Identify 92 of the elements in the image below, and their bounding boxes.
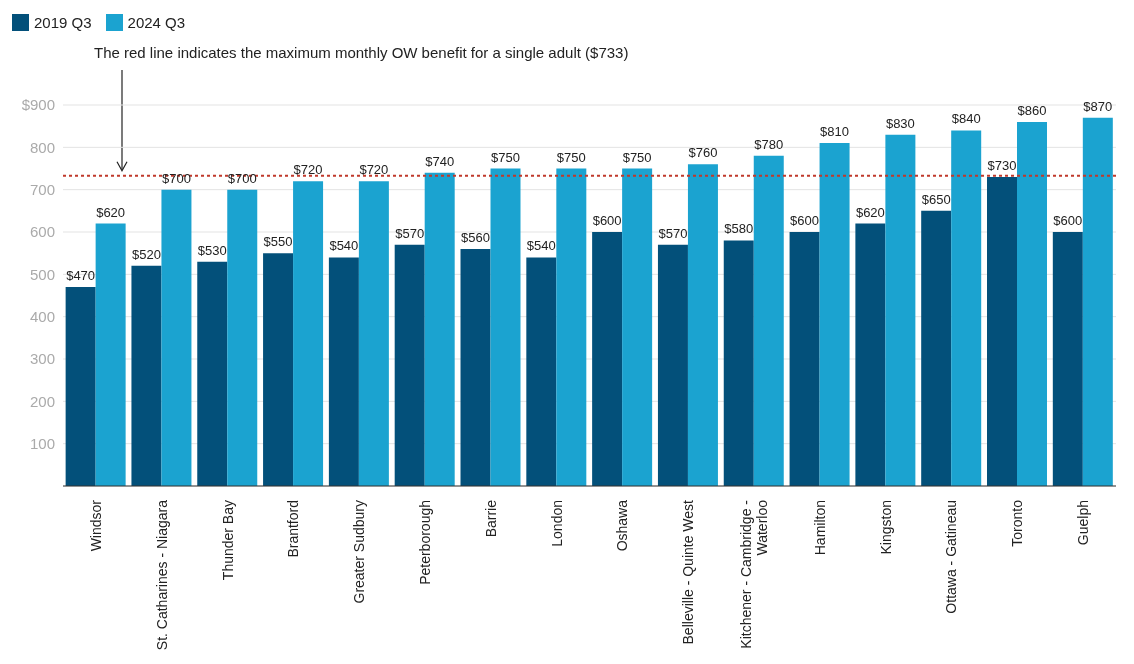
bar xyxy=(424,172,455,486)
y-tick-label: 700 xyxy=(29,180,55,198)
data-label: $580 xyxy=(724,221,754,237)
x-tick-label: Toronto xyxy=(1009,499,1026,547)
bar xyxy=(65,287,96,486)
bar xyxy=(526,257,557,486)
bar xyxy=(131,265,162,486)
data-label: $600 xyxy=(790,213,820,228)
text: The red line indicates the maximum monthly OW benefit for a single adult ($733) xyxy=(94,44,629,61)
data-label: $760 xyxy=(688,145,718,161)
y-tick-label: 100 xyxy=(29,434,55,452)
bar xyxy=(622,168,653,486)
data-label: $620 xyxy=(855,204,885,220)
bar xyxy=(490,168,521,486)
y-tick-label: 800 xyxy=(29,138,55,156)
bar xyxy=(987,176,1018,486)
bar xyxy=(1082,117,1113,486)
data-label: $550 xyxy=(263,234,293,250)
y-tick-label: 300 xyxy=(29,350,55,368)
data-label: $530 xyxy=(197,242,227,258)
bar xyxy=(753,155,784,486)
x-tick-label: Kitchener - Cambridge - Waterloo xyxy=(738,499,771,649)
data-label: $720 xyxy=(293,162,323,178)
bar xyxy=(328,257,359,486)
x-tick-label: Brantford xyxy=(285,500,302,558)
data-label: $540 xyxy=(526,238,556,254)
data-label: $600 xyxy=(592,213,622,228)
data-label: $540 xyxy=(329,238,359,254)
x-tick-label: Belleville - Quinte West xyxy=(680,499,697,645)
legend-label: 2019 Q3 xyxy=(34,14,92,31)
data-label: $570 xyxy=(395,225,425,241)
data-label: $860 xyxy=(1017,102,1047,118)
data-label: $700 xyxy=(161,170,191,186)
x-tick-label: Ottawa - Gatineau xyxy=(943,500,960,614)
data-label: $780 xyxy=(754,136,784,152)
data-label: $730 xyxy=(987,157,1017,173)
y-tick-label: 600 xyxy=(29,223,55,241)
bar xyxy=(951,130,982,486)
data-label: $750 xyxy=(491,149,520,165)
bar xyxy=(95,223,126,486)
x-tick-label: Oshawa xyxy=(614,499,631,552)
x-tick-label: Kingston xyxy=(877,500,894,555)
bar xyxy=(723,240,754,486)
bar xyxy=(1017,121,1048,486)
x-tick-label: Windsor xyxy=(87,499,104,552)
data-label: $620 xyxy=(96,204,126,220)
bar xyxy=(592,232,623,486)
x-tick-label: Hamilton xyxy=(811,500,828,556)
bar xyxy=(197,261,228,486)
data-label: $720 xyxy=(359,162,389,178)
data-label: $840 xyxy=(951,111,981,127)
data-label: $520 xyxy=(131,246,161,262)
data-label: $600 xyxy=(1053,213,1083,228)
bar xyxy=(358,181,389,486)
y-tick-label: 400 xyxy=(29,307,55,325)
bar xyxy=(885,134,916,486)
y-tick-label: 500 xyxy=(29,265,55,283)
data-label: $740 xyxy=(425,153,455,169)
bar xyxy=(789,232,820,486)
bar xyxy=(460,248,491,486)
data-label: $830 xyxy=(885,115,915,131)
y-tick-label: $900 xyxy=(21,96,55,114)
x-tick-label: Greater Sudbury xyxy=(351,500,368,604)
data-label: $560 xyxy=(461,229,490,245)
data-label: $750 xyxy=(556,149,586,165)
data-label: $700 xyxy=(227,170,257,186)
data-label: $650 xyxy=(921,191,951,207)
bar xyxy=(263,253,294,486)
bar xyxy=(1052,232,1083,486)
legend-label: 2024 Q3 xyxy=(127,14,186,31)
bar xyxy=(855,223,886,486)
bar xyxy=(293,181,324,486)
data-label: $870 xyxy=(1083,98,1113,114)
x-tick-label: London xyxy=(548,500,565,547)
bar xyxy=(921,210,952,486)
x-tick-label: St. Catharines - Niagara xyxy=(153,499,170,651)
y-tick-label: 200 xyxy=(29,392,55,410)
x-tick-label: Thunder Bay xyxy=(219,500,236,581)
x-tick-label: Peterborough xyxy=(416,500,433,585)
x-tick-label: Barrie xyxy=(482,499,499,538)
bar xyxy=(657,244,688,486)
data-label: $810 xyxy=(820,124,850,140)
bar xyxy=(161,189,192,486)
x-tick-label: Guelph xyxy=(1075,500,1092,546)
bar xyxy=(556,168,587,486)
data-label: $470 xyxy=(66,268,96,284)
data-label: $570 xyxy=(658,225,688,241)
bar xyxy=(687,164,718,486)
data-label: $750 xyxy=(622,149,652,165)
bar xyxy=(394,244,425,486)
bar xyxy=(819,143,850,486)
bar xyxy=(227,189,258,486)
